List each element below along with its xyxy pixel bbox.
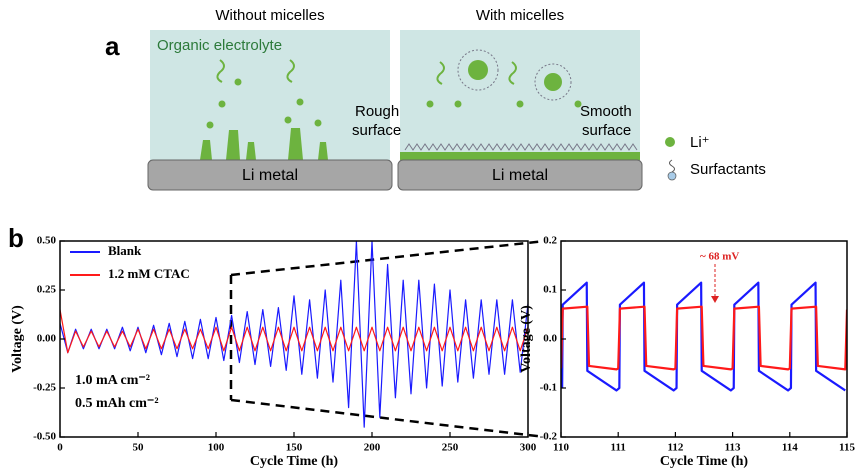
y-tick-label: 0.1: [543, 284, 557, 296]
li-metal: [397, 159, 643, 191]
panel-label: a: [105, 31, 120, 61]
series-line: [561, 305, 847, 371]
y-tick-label: -0.50: [33, 431, 56, 443]
x-tick-label: 50: [133, 442, 145, 454]
x-tick-label: 114: [782, 442, 798, 454]
substrate-label: Li metal: [242, 167, 298, 184]
surfactant-layer: [404, 143, 638, 151]
x-tick-label: 111: [611, 442, 626, 454]
annotation: 1.0 mA cm⁻²: [75, 373, 150, 388]
charts: 1.0 mA cm⁻² 0.5 mAh cm⁻² ~ 68 mV 0 50 100 1…: [10, 235, 855, 469]
x-tick-label: 115: [839, 442, 855, 454]
panel-title: With micelles: [476, 7, 564, 24]
ion-icon: [665, 137, 675, 147]
y-tick-label: 0.0: [543, 333, 557, 345]
x-tick-label: 113: [725, 442, 741, 454]
legend-label: Li⁺: [690, 134, 710, 151]
surface-label: Smooth: [580, 103, 632, 120]
surface-label: surface: [352, 122, 401, 139]
x-axis-title: Cycle Time (h): [250, 454, 338, 469]
surfactant-icon: [669, 159, 675, 173]
x-tick-label: 100: [208, 442, 225, 454]
y-tick-label: -0.1: [540, 382, 557, 394]
electrolyte-label: Organic electrolyte: [157, 37, 282, 54]
surface-label: surface: [582, 122, 631, 139]
electrolyte-box: [150, 30, 390, 162]
x-tick-label: 0: [57, 442, 63, 454]
x-tick-label: 300: [520, 442, 537, 454]
panel-title: Without micelles: [215, 7, 324, 24]
surfactant-icon: [667, 171, 677, 181]
panel-a: a Without micelles With micelles Organ: [8, 7, 766, 253]
zoom-lines: [229, 239, 546, 439]
annotation: ~ 68 mV: [700, 251, 739, 263]
annotation: 0.5 mAh cm⁻²: [75, 396, 159, 411]
dendrites: [200, 78, 640, 160]
x-tick-label: 200: [364, 442, 381, 454]
series-line: [561, 281, 846, 392]
micelle: [457, 49, 572, 101]
x-axis-title: Cycle Time (h): [660, 454, 748, 469]
plot-area: [60, 241, 528, 428]
arrows: [216, 59, 517, 85]
y-axis-title: Voltage (V): [519, 305, 534, 373]
y-tick-label: 0.00: [37, 333, 57, 345]
x-tick-label: 110: [553, 442, 569, 454]
x-tick-label: 112: [667, 442, 683, 454]
surface-label: Rough: [355, 103, 399, 120]
annotation-arrow: [711, 296, 719, 303]
substrate-label: Li metal: [492, 167, 548, 184]
y-axis-title: Voltage (V): [10, 305, 25, 373]
legend-label: 1.2 mM CTAC: [108, 266, 190, 281]
y-tick-label: 0.2: [543, 235, 557, 247]
y-tick-label: -0.2: [540, 431, 558, 443]
y-tick-label: 0.25: [37, 284, 57, 296]
electrolyte-box: [400, 30, 640, 162]
plot-area: [561, 281, 847, 392]
panel-label: b: [8, 223, 24, 253]
axes-frame: [560, 240, 848, 438]
legend-label: Blank: [108, 243, 142, 258]
legend-label: Surfactants: [690, 161, 766, 178]
y-tick-label: -0.25: [33, 382, 56, 394]
li-metal: [147, 159, 393, 191]
series-line: [60, 309, 528, 354]
y-tick-label: 0.50: [37, 235, 57, 247]
x-tick-label: 250: [442, 442, 459, 454]
x-tick-label: 150: [286, 442, 303, 454]
series-line: [60, 241, 528, 428]
